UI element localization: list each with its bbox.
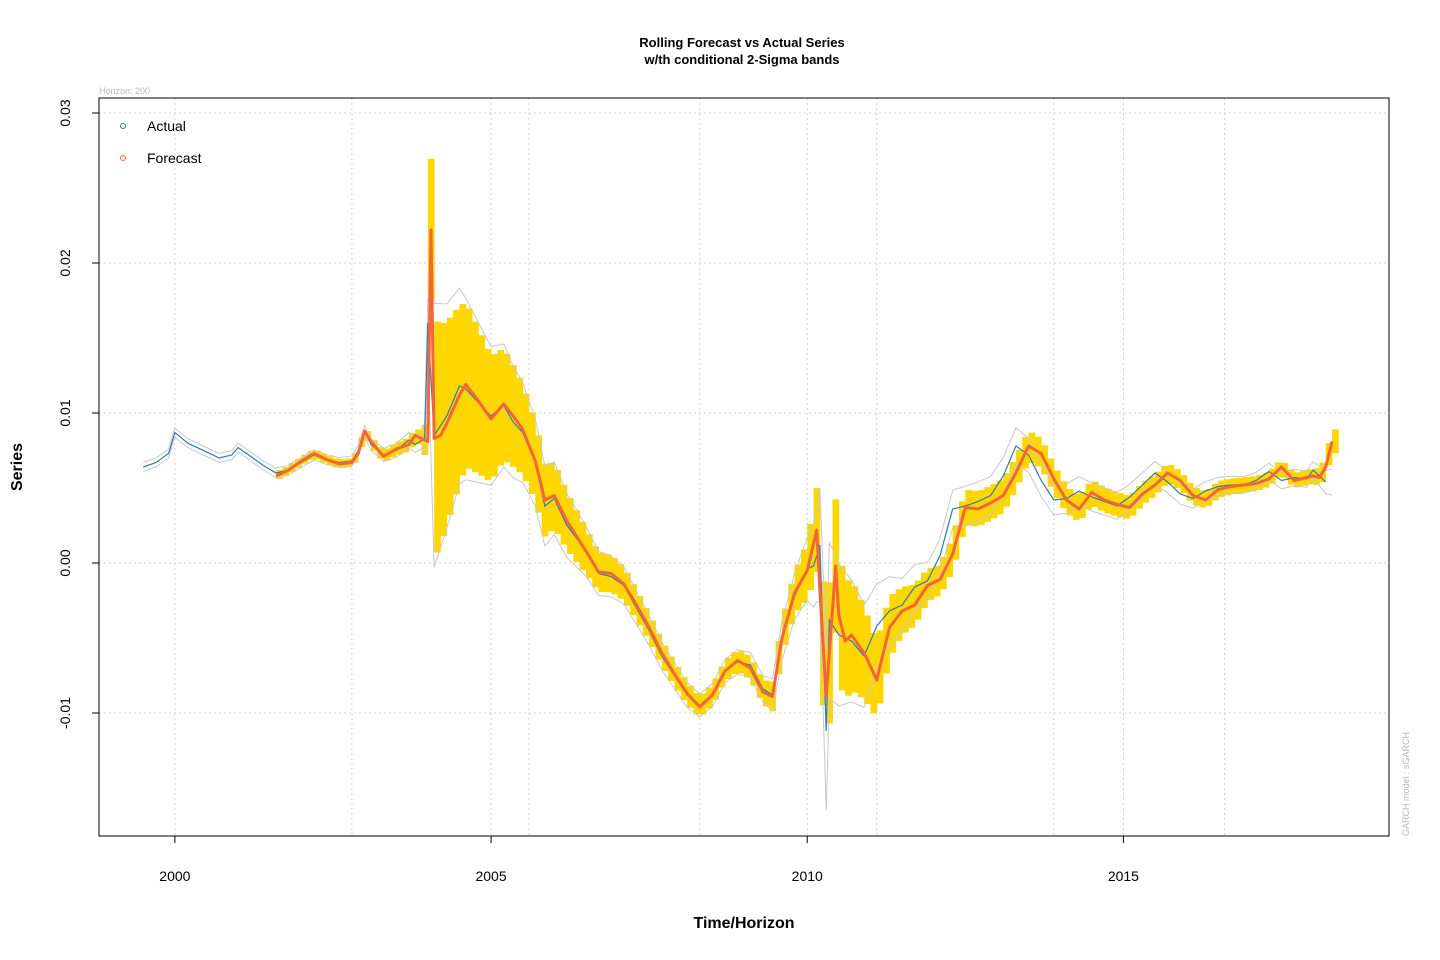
legend-actual-marker [120, 123, 126, 129]
y-axis-label: Series [9, 443, 26, 491]
y-tick-label: 0.00 [57, 549, 73, 576]
band-outline [143, 287, 1333, 811]
horizon-note: Horizon: 200 [99, 86, 150, 96]
y-tick-label: 0.01 [57, 399, 73, 426]
chart-subtitle: w/th conditional 2-Sigma bands [643, 52, 839, 67]
forecast-series-line [275, 228, 1334, 709]
model-note: GARCH model : sGARCH [1401, 732, 1411, 836]
x-tick-label: 2015 [1108, 868, 1139, 884]
chart-title: Rolling Forecast vs Actual Series [639, 35, 844, 50]
y-tick-label: -0.01 [57, 697, 73, 729]
x-axis-label: Time/Horizon [693, 915, 794, 932]
band-upper-outline [143, 287, 1333, 695]
legend: Actual Forecast [120, 118, 202, 166]
legend-actual-label: Actual [147, 118, 186, 134]
series-lines [143, 228, 1334, 732]
legend-forecast-label: Forecast [147, 150, 202, 166]
y-tick-label: 0.03 [57, 99, 73, 126]
legend-forecast-marker [120, 155, 126, 161]
x-tick-label: 2010 [792, 868, 823, 884]
x-axis: 2000 2005 2010 2015 [159, 835, 1139, 884]
x-tick-label: 2000 [159, 868, 190, 884]
x-tick-label: 2005 [475, 868, 506, 884]
y-tick-label: 0.02 [57, 249, 73, 276]
band-lower-outline [143, 347, 1333, 811]
band-bar [1332, 429, 1339, 454]
y-axis: -0.01 0.00 0.01 0.02 0.03 [57, 99, 99, 729]
